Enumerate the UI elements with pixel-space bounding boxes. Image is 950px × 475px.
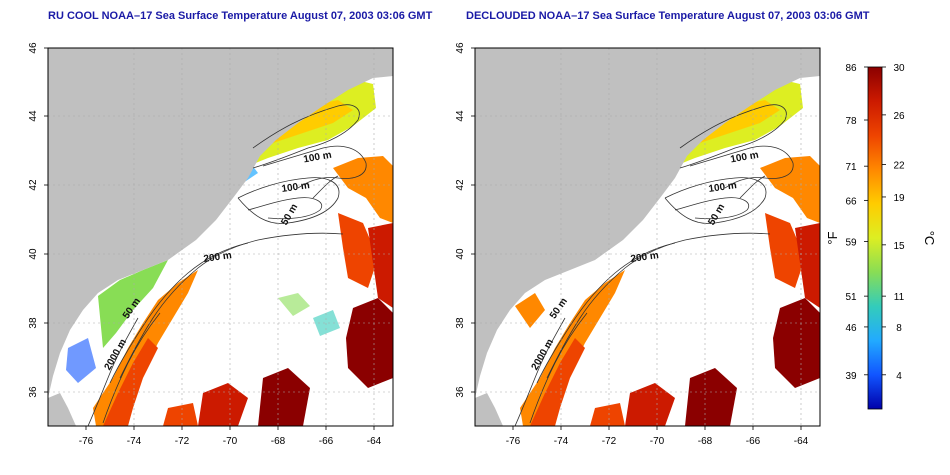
celsius-tick-label: 19: [893, 193, 905, 204]
celsius-tick-label: 8: [896, 323, 902, 334]
y-tick-label: 42: [455, 179, 466, 191]
fahrenheit-tick-label: 46: [845, 323, 857, 334]
fahrenheit-tick-label: 78: [845, 116, 857, 127]
y-tick-label: 38: [455, 317, 466, 329]
x-tick-label: -72: [602, 436, 617, 447]
y-tick-label: 46: [455, 42, 466, 54]
x-tick-label: -76: [79, 436, 94, 447]
y-tick-label: 40: [28, 248, 39, 260]
y-tick-label: 44: [28, 110, 39, 122]
contour-depth-label: 100 m: [303, 150, 333, 166]
fahrenheit-tick-label: 51: [845, 292, 857, 303]
right-map-frame: [474, 47, 821, 427]
x-tick-label: -68: [698, 436, 713, 447]
colorbar-gradient: [867, 66, 883, 410]
x-tick-label: -76: [506, 436, 521, 447]
y-tick-label: 36: [455, 386, 466, 398]
y-tick-label: 46: [28, 42, 39, 54]
x-tick-label: -70: [650, 436, 665, 447]
colorbar-ticks: 86 78 71 66 59 51 46 39 30 26 22 19 15 11 8 4: [845, 63, 905, 382]
y-tick-label: 40: [455, 248, 466, 260]
celsius-tick-label: 22: [893, 160, 905, 171]
x-tick-label: -64: [367, 436, 382, 447]
contour-depth-label: 200 m: [630, 250, 660, 265]
x-tick-label: -68: [271, 436, 286, 447]
right-panel-title: DECLOUDED NOAA–17 Sea Surface Temperatur…: [466, 10, 870, 22]
x-tick-label: -74: [554, 436, 569, 447]
y-tick-label: 38: [28, 317, 39, 329]
celsius-tick-label: 15: [893, 241, 905, 252]
fahrenheit-tick-label: 86: [845, 63, 857, 74]
celsius-tick-label: 30: [893, 63, 905, 74]
colorbar-celsius-label: °C: [922, 231, 937, 246]
x-tick-label: -72: [175, 436, 190, 447]
right-map-panel: [474, 47, 821, 427]
contour-depth-label: 100 m: [730, 150, 760, 166]
celsius-tick-label: 26: [893, 111, 905, 122]
left-panel-title: RU COOL NOAA–17 Sea Surface Temperature …: [48, 10, 433, 22]
y-tick-label: 44: [455, 110, 466, 122]
y-tick-label: 36: [28, 386, 39, 398]
left-map-frame: [47, 47, 394, 427]
x-tick-label: -64: [794, 436, 809, 447]
colorbar-fahrenheit-label: °F: [825, 231, 840, 244]
celsius-tick-label: 11: [894, 292, 905, 303]
fahrenheit-tick-label: 71: [845, 162, 857, 173]
contour-depth-label: 100 m: [708, 180, 738, 195]
celsius-tick-label: 4: [896, 371, 902, 382]
x-tick-label: -66: [746, 436, 761, 447]
left-map-panel: [47, 47, 394, 427]
x-tick-label: -70: [223, 436, 238, 447]
fahrenheit-tick-label: 66: [845, 196, 857, 207]
y-tick-label: 42: [28, 179, 39, 191]
x-tick-label: -66: [319, 436, 334, 447]
fahrenheit-tick-label: 39: [845, 371, 857, 382]
x-tick-label: -74: [127, 436, 142, 447]
contour-depth-label: 200 m: [203, 250, 233, 265]
contour-depth-label: 100 m: [281, 180, 311, 195]
fahrenheit-tick-label: 59: [845, 237, 857, 248]
colorbar: 86 78 71 66 59 51 46 39 30 26 22 19 15 11 8 4 °F °C: [825, 63, 937, 410]
